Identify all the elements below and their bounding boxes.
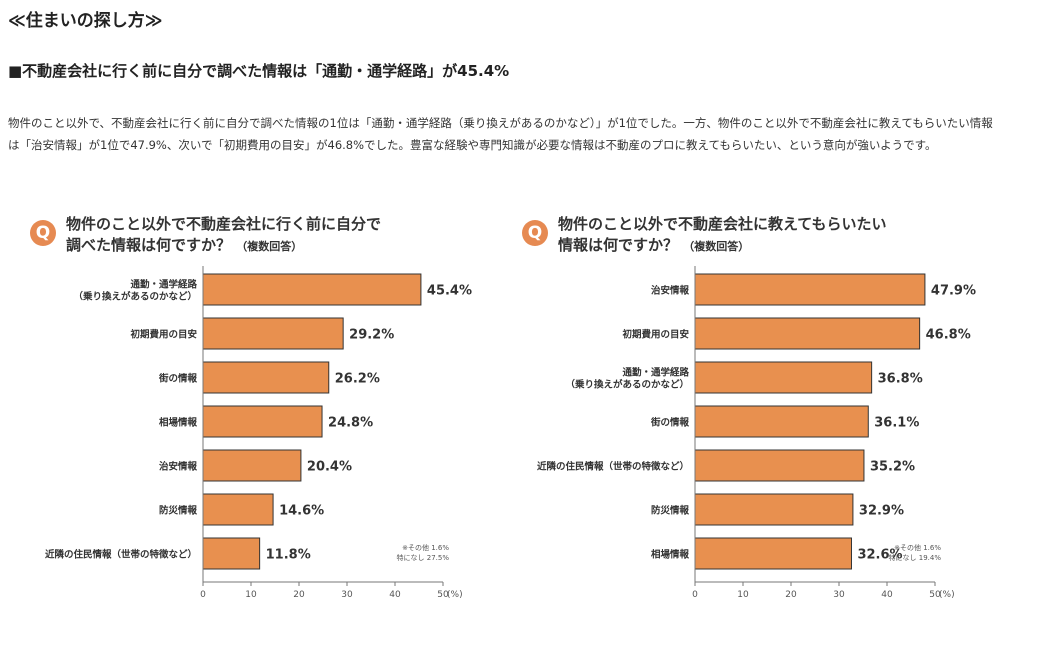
category-label: 防災情報: [651, 505, 690, 517]
x-tick-label: 20: [293, 590, 305, 600]
x-tick-label: 0: [200, 590, 206, 600]
x-axis-unit: (%): [447, 590, 463, 600]
x-tick-label: 10: [245, 590, 257, 600]
headline: ■不動産会社に行く前に自分で調べた情報は「通勤・通学経路」が45.4%: [8, 62, 510, 80]
value-label: 32.6%: [857, 548, 902, 563]
value-label: 36.8%: [878, 372, 923, 387]
chart-footnote: 特になし 19.4%: [889, 553, 942, 562]
category-label: 街の情報: [650, 417, 690, 429]
category-label: 通勤・通学経路: [130, 279, 197, 291]
chart-panel-research: Q 物件のこと以外で不動産会社に行く前に自分で 調べた情報は何ですか？ （複数回…: [30, 212, 530, 612]
chart-footnote: ※その他 1.6%: [894, 543, 941, 552]
category-label: （乗り換えがあるのかなど）: [73, 291, 197, 303]
chart-title-line2: 情報は何ですか？: [558, 236, 679, 254]
x-tick-label: 30: [341, 590, 353, 600]
category-label: 相場情報: [651, 549, 690, 561]
chart-title-note: （複数回答）: [236, 240, 303, 253]
bar: [202, 449, 302, 482]
chart-footnote: 特になし 27.5%: [397, 553, 450, 562]
value-label: 46.8%: [926, 328, 971, 343]
x-axis-unit: (%): [939, 590, 955, 600]
category-label: 治安情報: [159, 461, 198, 473]
value-label: 36.1%: [874, 416, 919, 431]
value-label: 47.9%: [931, 284, 976, 299]
chart-footnote: ※その他 1.6%: [402, 543, 449, 552]
category-label: 初期費用の目安: [130, 329, 197, 341]
chart-title: 物件のこと以外で不動産会社に教えてもらいたい 情報は何ですか？ （複数回答）: [558, 214, 978, 257]
category-label: 街の情報: [158, 373, 198, 385]
value-label: 24.8%: [328, 416, 373, 431]
chart-panel-ask-agent: Q 物件のこと以外で不動産会社に教えてもらいたい 情報は何ですか？ （複数回答）…: [522, 212, 1022, 612]
category-label: 防災情報: [159, 505, 198, 517]
bar: [694, 537, 852, 570]
category-label: 治安情報: [651, 285, 690, 297]
category-label: （乗り換えがあるのかなど）: [565, 379, 689, 391]
category-label: 近隣の住民情報（世帯の特徴など）: [537, 461, 689, 473]
chart-title-note: （複数回答）: [683, 240, 750, 253]
value-label: 11.8%: [266, 548, 311, 563]
bar: [694, 361, 873, 394]
bar: [694, 493, 854, 526]
value-label: 45.4%: [427, 284, 472, 299]
x-tick-label: 30: [833, 590, 845, 600]
chart-title-line2: 調べた情報は何ですか？: [66, 236, 232, 254]
q-badge-icon: Q: [522, 220, 548, 246]
value-label: 20.4%: [307, 460, 352, 475]
chart-title: 物件のこと以外で不動産会社に行く前に自分で 調べた情報は何ですか？ （複数回答）: [66, 214, 486, 257]
bar: [202, 493, 274, 526]
bar-chart-ask-agent: 47.9% 治安情報 46.8% 初期費用の目安 36.8% 通勤・通学経路（乗り換えがあ…: [537, 266, 976, 600]
value-label: 29.2%: [349, 328, 394, 343]
bar: [694, 273, 926, 306]
x-tick-label: 40: [881, 590, 893, 600]
bar: [694, 317, 921, 350]
bar: [694, 405, 869, 438]
bar: [202, 273, 422, 306]
x-tick-label: 20: [785, 590, 797, 600]
body-text: 物件のこと以外で、不動産会社に行く前に自分で調べた情報の1位は「通勤・通学経路（…: [8, 116, 993, 152]
category-label: 相場情報: [159, 417, 198, 429]
x-tick-label: 10: [737, 590, 749, 600]
x-tick-label: 50: [437, 590, 449, 600]
chart-title-line1: 物件のこと以外で不動産会社に行く前に自分で: [66, 215, 382, 233]
value-label: 14.6%: [279, 504, 324, 519]
bar: [694, 449, 865, 482]
bar: [202, 317, 344, 350]
category-label: 近隣の住民情報（世帯の特徴など）: [45, 549, 197, 561]
category-label: 初期費用の目安: [622, 329, 689, 341]
value-label: 32.9%: [859, 504, 904, 519]
value-label: 35.2%: [870, 460, 915, 475]
bar: [202, 361, 330, 394]
x-tick-label: 50: [929, 590, 941, 600]
section-title: ≪住まいの探し方≫: [8, 11, 163, 31]
bar: [202, 405, 323, 438]
q-badge-icon: Q: [30, 220, 56, 246]
x-tick-label: 0: [692, 590, 698, 600]
bar: [202, 537, 261, 570]
bar-chart-research: 45.4% 通勤・通学経路（乗り換えがあるのかなど） 29.2% 初期費用の目安 26.…: [45, 266, 472, 600]
category-label: 通勤・通学経路: [622, 367, 689, 379]
value-label: 26.2%: [335, 372, 380, 387]
x-tick-label: 40: [389, 590, 401, 600]
chart-title-line1: 物件のこと以外で不動産会社に教えてもらいたい: [558, 215, 887, 233]
